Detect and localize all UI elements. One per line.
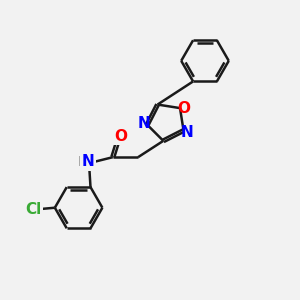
Text: O: O [115, 129, 128, 144]
Text: N: N [137, 116, 150, 131]
Text: N: N [181, 125, 194, 140]
Text: N: N [82, 154, 94, 169]
Text: Cl: Cl [25, 202, 41, 217]
Text: O: O [177, 100, 190, 116]
Text: H: H [77, 155, 88, 169]
